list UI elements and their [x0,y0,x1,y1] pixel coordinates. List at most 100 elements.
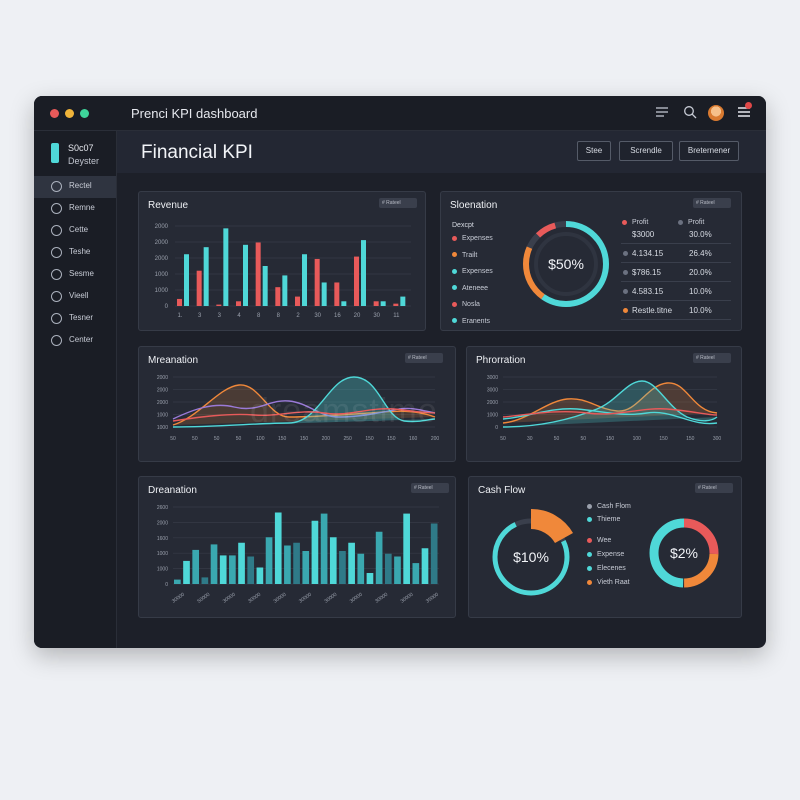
maximize-window-button[interactable] [80,109,89,118]
dashboard-window: Prenci KPI dashboard S0c07 Deyster Recte… [34,96,766,648]
legend-label: Expense [597,551,625,558]
cashflow-donut2-value: $2% [670,545,698,561]
legend-dot [678,219,683,225]
legend-dot [587,537,592,543]
sidebar-item-7[interactable]: Center [34,330,116,352]
mreanation-y-tick: 2000 [157,400,168,406]
legend-dot [452,235,457,241]
revenue-bar [216,304,222,306]
revenue-x-tick: 2 [296,313,300,319]
revenue-x-tick: 3 [198,313,202,319]
cashflow-dropdown[interactable]: # Rateel [695,483,733,493]
sloenation-title: Sloenation [450,200,498,211]
mreanation-y-tick: 1000 [157,425,168,431]
revenue-bar [314,258,320,306]
dreanation-bar [412,563,420,584]
phrorration-series-line [502,408,718,418]
dreanation-bar [302,551,310,584]
dreanation-bar [229,555,236,584]
sidebar-item-0[interactable]: Rectel [34,176,116,198]
legend-dot [452,285,457,291]
minimize-window-button[interactable] [65,109,74,118]
sloenation-col-title: Dexcpt [452,222,474,229]
revenue-bar-chart: 2000 2000 2000 1000 1000 0 1. 3 3 4 8 8 2 30 16 20 30 11 [155,224,411,319]
dreanation-bar [247,556,255,584]
mreanation-card: Mreanation # Rateel 2000 2000 2000 1000 1000… [138,346,456,462]
revenue-x-tick: 1. [177,313,182,319]
row-dot [623,289,628,294]
dreanation-y-tick: 1000 [157,567,168,573]
sidebar-item-4[interactable]: Sesme [34,264,116,286]
dreanation-x-tick: 30000 [349,592,364,605]
sidebar-item-2[interactable]: Cette [34,220,116,242]
dreanation-x-tick: 30000 [374,592,389,605]
sidebar-item-label: Vieell [69,291,89,300]
dreanation-bar [293,542,300,584]
revenue-dropdown[interactable]: # Rateel [379,198,417,208]
mreanation-series-line [172,408,436,422]
revenue-bar [341,301,347,306]
sloenation-dropdown[interactable]: # Rateel [693,198,731,208]
dreanation-y-tick: 1000 [157,551,168,557]
sidebar-item-3[interactable]: Teshe [34,242,116,264]
close-window-button[interactable] [50,109,59,118]
legend-dot [452,318,457,324]
phrorration-x-tick: 150 [659,436,668,442]
revenue-bar [255,242,261,306]
mreanation-x-tick: 200 [431,436,440,442]
header-button-2[interactable]: Screndle [619,141,673,161]
header-button-1[interactable]: Stee [577,141,611,161]
phrorration-x-tick: 30 [527,436,533,442]
revenue-x-tick: 11 [393,313,400,319]
revenue-x-tick: 16 [334,313,341,319]
mreanation-x-tick: 160 [409,436,418,442]
sidebar-item-label: Remne [69,203,95,212]
chart-icon [51,181,62,192]
row-dot [623,251,628,256]
revenue-y-tick: 2000 [155,224,169,230]
revenue-bar [321,282,327,306]
clock-icon [51,203,62,214]
sloenation-legend-item: Expenses [452,235,493,242]
row-divider [621,319,731,320]
dreanation-dropdown[interactable]: # Rateel [411,483,449,493]
mreanation-series-line [172,376,436,428]
revenue-bar [361,240,366,306]
revenue-bar [373,301,379,306]
row-dot [623,308,628,313]
revenue-bar [196,270,202,306]
dreanation-x-tick: 30000 [222,592,237,605]
sidebar-item-5[interactable]: Vieell [34,286,116,308]
mreanation-dropdown[interactable]: # Rateel [405,353,443,363]
phrorration-series-line [502,380,718,428]
dreanation-bar [403,513,410,584]
phrorration-dropdown[interactable]: # Rateel [693,353,731,363]
sidebar-item-label: Rectel [69,181,92,190]
cashflow-legend-item: Wee [587,537,611,544]
sidebar-item-6[interactable]: Tesner [34,308,116,330]
dreanation-x-tick: 50000 [196,592,211,605]
sloenation-legend-item: Trailt [452,252,477,259]
dreanation-x-tick: 30000 [171,592,186,605]
avatar[interactable] [708,105,724,121]
dreanation-bar [348,542,355,584]
revenue-x-tick: 30 [373,313,380,319]
legend-label: Elecenes [597,565,626,572]
revenue-bar [203,247,209,306]
mreanation-y-tick: 2000 [157,388,168,394]
header-button-3[interactable]: Breternener [679,141,739,161]
dreanation-bar [394,556,401,584]
search-icon[interactable] [682,105,698,121]
dreanation-bar [430,523,438,584]
revenue-x-tick: 8 [277,313,281,319]
mreanation-x-tick: 150 [300,436,309,442]
sidebar-item-label: Center [69,335,94,344]
mreanation-title: Mreanation [148,355,199,366]
dreanation-bar [265,537,273,584]
sidebar-item-1[interactable]: Remne [34,198,116,220]
list-icon[interactable] [654,105,670,121]
row-divider [621,243,731,244]
revenue-card: Revenue # Rateel 2000 2000 2000 1000 1000 0 1.… [138,191,426,331]
cashflow-title: Cash Flow [478,485,526,496]
